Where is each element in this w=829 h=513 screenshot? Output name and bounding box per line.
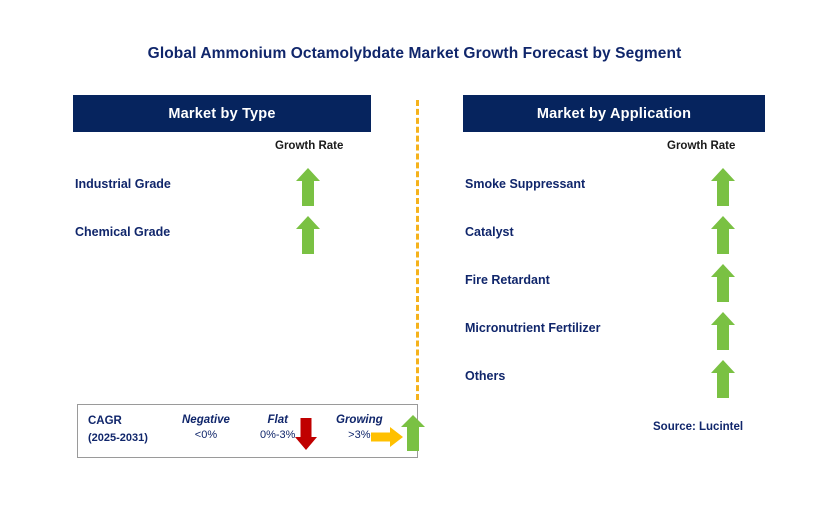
table-row: Micronutrient Fertilizer <box>463 309 765 357</box>
segment-label-industrial-grade: Industrial Grade <box>75 177 171 191</box>
legend-cagr-label: CAGR <box>88 415 122 427</box>
legend-cagr-title-block: CAGR (2025-2031) <box>88 413 148 447</box>
table-row: Industrial Grade <box>73 165 371 213</box>
table-row: Smoke Suppressant <box>463 165 765 213</box>
segment-label-chemical-grade: Chemical Grade <box>75 225 171 239</box>
source-note: Source: Lucintel <box>653 421 744 433</box>
table-row: Fire Retardant <box>463 261 765 309</box>
segment-label-catalyst: Catalyst <box>465 225 514 239</box>
table-row: Others <box>463 357 765 405</box>
table-row: Chemical Grade <box>73 213 371 261</box>
arrow-up-icon <box>295 167 321 207</box>
legend-item-growing: Growing >3% <box>336 414 383 441</box>
growth-rate-column-label-type: Growth Rate <box>275 140 344 152</box>
arrow-up-icon <box>295 215 321 255</box>
arrow-down-icon <box>294 417 318 451</box>
arrow-right-icon <box>370 426 404 448</box>
panel-market-by-type: Market by Type Growth Rate Industrial Gr… <box>73 95 371 254</box>
arrow-up-icon <box>710 215 736 255</box>
page-title: Global Ammonium Octamolybdate Market Gro… <box>147 45 682 62</box>
legend-flat-range: 0%-3% <box>260 429 296 441</box>
legend-negative-word: Negative <box>182 414 230 426</box>
legend-item-negative: Negative <0% <box>182 414 230 441</box>
panel-market-by-application: Market by Application Growth Rate Smoke … <box>463 95 765 398</box>
table-row: Catalyst <box>463 213 765 261</box>
arrow-up-icon <box>710 167 736 207</box>
legend-cagr-years: (2025-2031) <box>88 432 148 444</box>
legend-flat-word: Flat <box>267 414 288 426</box>
segment-label-smoke-suppressant: Smoke Suppressant <box>465 177 586 191</box>
legend-item-flat: Flat 0%-3% <box>260 414 295 441</box>
panel-header-market-by-type: Market by Type <box>73 95 371 132</box>
segment-label-others: Others <box>465 369 506 383</box>
arrow-up-icon <box>710 311 736 351</box>
legend-negative-range: <0% <box>194 429 218 441</box>
segment-label-micronutrient-fertilizer: Micronutrient Fertilizer <box>465 321 601 335</box>
segment-label-fire-retardant: Fire Retardant <box>465 273 550 287</box>
segment-rows-type: Industrial Grade Chemical Grade <box>73 165 371 261</box>
legend-growing-word: Growing <box>336 414 383 426</box>
arrow-up-icon <box>710 263 736 303</box>
legend-growing-range: >3% <box>348 429 371 441</box>
segment-rows-application: Smoke Suppressant Catalyst Fire Retardan… <box>463 165 765 405</box>
arrow-up-icon <box>710 359 736 399</box>
vertical-dashed-divider <box>416 100 419 400</box>
arrow-up-icon <box>400 414 426 452</box>
cagr-legend: CAGR (2025-2031) Negative <0% Flat 0%-3% <box>77 404 425 458</box>
panel-header-market-by-application: Market by Application <box>463 95 765 132</box>
growth-rate-column-label-application: Growth Rate <box>667 140 736 152</box>
